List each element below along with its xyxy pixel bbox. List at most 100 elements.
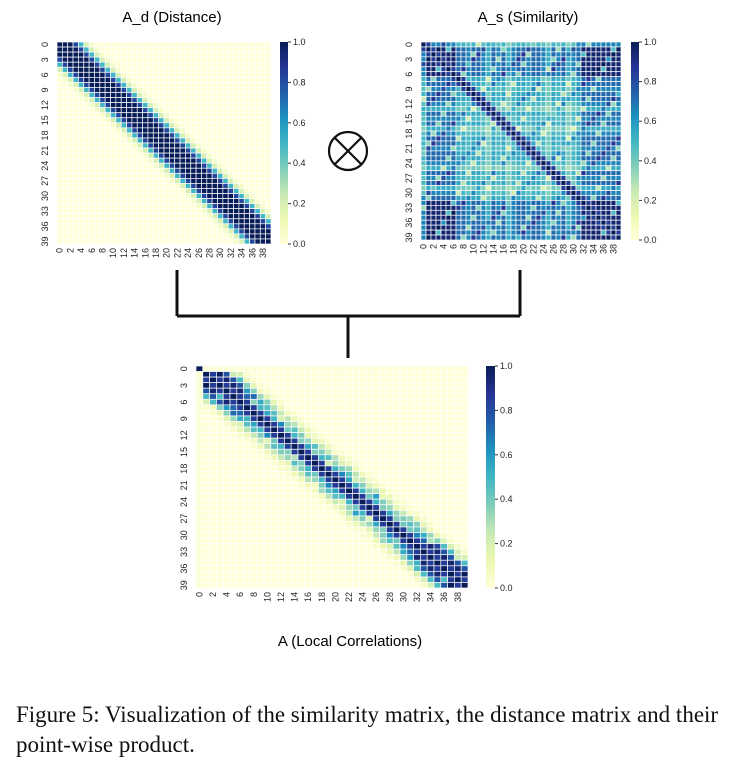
heatmap-cell [131, 183, 138, 189]
heatmap-cell [475, 61, 482, 68]
heatmap-cell [236, 393, 244, 400]
heatmap-cell [530, 91, 537, 97]
heatmap-cell [595, 115, 602, 122]
heatmap-cell [238, 76, 245, 83]
heatmap-cell [470, 101, 477, 107]
heatmap-cell [190, 147, 197, 154]
x-tick-label: 12 [276, 592, 286, 602]
heatmap-cell [136, 117, 143, 124]
heatmap-cell [406, 404, 414, 411]
heatmap-cell [222, 122, 229, 129]
heatmap-cell [420, 135, 427, 142]
heatmap-cell [304, 543, 312, 550]
heatmap-cell [324, 421, 333, 428]
heatmap-cell [270, 443, 278, 450]
heatmap-cell [535, 140, 542, 147]
heatmap-cell [454, 559, 462, 567]
heatmap-cell [147, 193, 154, 199]
heatmap-cell [83, 66, 90, 73]
heatmap-cell [324, 437, 333, 445]
heatmap-cell [185, 167, 192, 174]
heatmap-cell [222, 112, 229, 119]
heatmap-cell [163, 122, 170, 129]
heatmap-cell [480, 170, 487, 176]
heatmap-cell [209, 382, 217, 389]
heatmap-cell [126, 107, 133, 114]
heatmap-cell [595, 150, 602, 157]
heatmap-cell [179, 122, 186, 129]
heatmap-cell [540, 224, 547, 231]
heatmap-cell [440, 195, 447, 201]
heatmap-cell [406, 504, 414, 511]
heatmap-cell [465, 66, 472, 73]
heatmap-cell [470, 46, 477, 53]
heatmap-cell [126, 122, 133, 129]
heatmap-cell [565, 81, 572, 87]
heatmap-cell [222, 582, 231, 589]
heatmap-cell [142, 127, 149, 134]
heatmap-cell [490, 145, 497, 152]
heatmap-cell [515, 81, 522, 87]
heatmap-cell [233, 46, 240, 53]
heatmap-cell [338, 493, 346, 500]
heatmap-cell [386, 393, 394, 400]
heatmap-cell [331, 537, 340, 544]
heatmap-cell [535, 160, 542, 167]
heatmap-cell [256, 387, 265, 395]
heatmap-cell [600, 150, 607, 157]
heatmap-cell [233, 157, 240, 164]
heatmap-cell [324, 426, 333, 433]
heatmap-cell [290, 421, 299, 428]
heatmap-cell [515, 66, 522, 73]
heatmap-cell [190, 46, 197, 53]
heatmap-cell [243, 203, 250, 210]
heatmap-cell [277, 371, 285, 378]
heatmap-cell [263, 415, 272, 422]
heatmap-cell [575, 200, 582, 206]
heatmap-cell [465, 170, 472, 176]
heatmap-cell [216, 432, 224, 439]
heatmap-cell [535, 115, 542, 122]
heatmap-cell [147, 228, 154, 235]
heatmap-cell [227, 66, 234, 73]
heatmap-cell [372, 410, 380, 417]
heatmap-cell [152, 208, 160, 215]
heatmap-cell [227, 172, 234, 179]
heatmap-cell [131, 208, 138, 215]
heatmap-cell [297, 387, 306, 395]
heatmap-cell [174, 97, 181, 103]
heatmap-cell [420, 200, 427, 206]
heatmap-cell [110, 127, 117, 134]
heatmap-cell [126, 76, 133, 83]
heatmap-cell [358, 482, 367, 489]
heatmap-cell [104, 41, 111, 48]
heatmap-cell [413, 387, 421, 395]
heatmap-cell [460, 81, 467, 87]
heatmap-cell [430, 71, 437, 77]
heatmap-cell [72, 228, 79, 235]
heatmap-cell [465, 234, 472, 241]
heatmap-cell [460, 426, 469, 433]
heatmap-cell [455, 234, 462, 241]
heatmap-cell [440, 66, 447, 73]
heatmap-cell [455, 180, 462, 186]
heatmap-cell [454, 376, 462, 384]
heatmap-cell [520, 125, 527, 132]
heatmap-cell [311, 532, 319, 539]
heatmap-cell [565, 145, 572, 152]
heatmap-cell [131, 51, 138, 58]
heatmap-cell [430, 110, 437, 117]
heatmap-cell [78, 41, 85, 48]
heatmap-cell [520, 145, 527, 152]
heatmap-cell [413, 404, 421, 411]
heatmap-cell [595, 101, 602, 107]
heatmap-cell [250, 559, 258, 567]
heatmap-cell [445, 101, 452, 107]
heatmap-cell [94, 87, 101, 93]
heatmap-cell [447, 482, 455, 489]
heatmap-cell [433, 432, 442, 439]
heatmap-cell [392, 582, 401, 589]
heatmap-cell [520, 205, 527, 211]
heatmap-cell [126, 46, 133, 53]
heatmap-cell [595, 46, 602, 53]
